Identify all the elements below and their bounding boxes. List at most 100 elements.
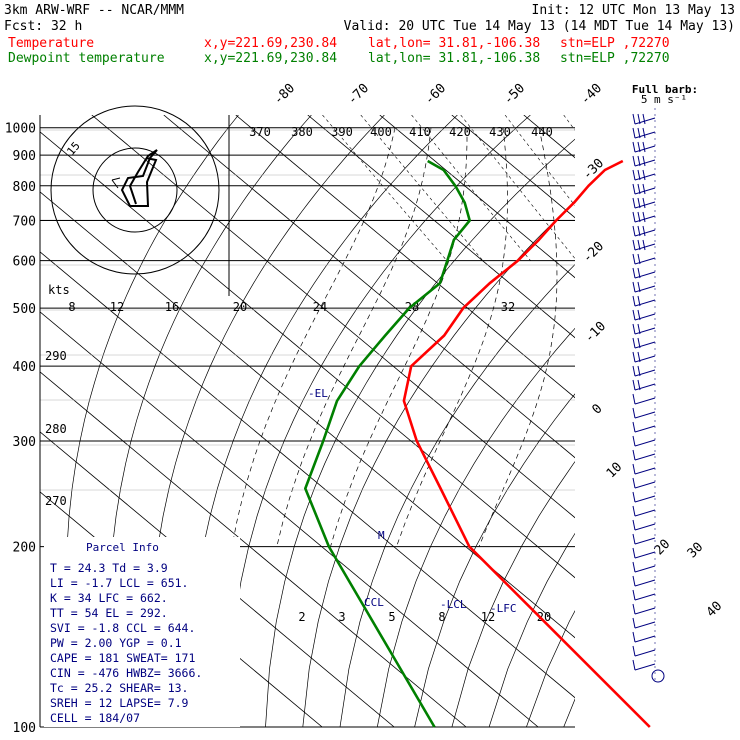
legend-temperature-xy: x,y=221.69,230.84 [204,36,337,51]
barb-flag [632,169,636,181]
dry-adiabat [563,698,575,727]
moist-adiabat [231,127,396,547]
barb-flag [637,127,641,139]
wind-barb [632,337,656,349]
parcel-info-row: SREH = 12 LAPSE= 7.9 [50,696,189,710]
isotherm-line [307,115,575,339]
pressure-tick-label: 500 [13,302,36,317]
barb-flag [632,421,636,433]
adiabat-label: 270 [45,494,67,508]
valid-time: Valid: 20 UTC Tue 14 May 13 (14 MDT Tue … [344,19,735,34]
mixing-ratio-label: 12 [481,610,495,624]
level-label-lfc: -LFC [490,602,517,615]
isotherm-line [40,431,395,727]
wind-barb [632,351,656,363]
isotherm-line [40,311,539,727]
barb-staff [634,453,656,461]
wind-barb [632,631,656,643]
isotherm-line [40,191,575,639]
barb-staff [634,579,656,587]
theta-e-label: 390 [331,125,353,139]
level-marker: -LCL [440,598,467,611]
mixing-ratio-line [460,115,575,260]
isotherm-line [668,115,740,727]
hodograph-trace [120,149,158,207]
legend-dewpoint-latlon: lat,lon= 31.81,-106.38 [368,51,540,66]
barb-staff [634,495,656,503]
wind-barb [632,547,656,559]
parcel-info-row: K = 34 LFC = 662. [50,591,168,605]
moist-adiabat [330,127,468,547]
dry-adiabat [108,115,312,727]
barb-flag [642,183,646,195]
barb-flag [642,239,646,251]
barb-flag [632,519,636,531]
pressure-tick-label: 900 [13,149,36,164]
theta-e-label: 430 [489,125,511,139]
theta-e-label: 380 [291,125,313,139]
hodograph-speed-label: 8 [68,300,75,314]
parcel-info-row: CAPE = 181 SWEAT= 171 [50,651,195,665]
barb-flag [632,603,636,615]
wind-barb [632,407,656,419]
barb-staff [634,649,656,657]
isotherm-label: -70 [345,81,372,108]
barb-staff [634,565,656,573]
wind-barb [632,365,656,377]
dry-adiabat [713,115,740,727]
barb-note-units: 5 m s⁻¹ [641,93,687,106]
forecast-hour: Fcst: 32 h [4,19,82,34]
model-title: 3km ARW-WRF -- NCAR/MMM [4,3,184,18]
barb-flag [642,113,646,125]
level-label-ccl: CCL [364,596,384,609]
barb-staff [634,145,656,153]
barb-flag [632,379,636,391]
hodograph-inner-ring [92,147,178,233]
legend-temperature-name: Temperature [8,36,94,51]
barb-staff [634,481,656,489]
barb-flag [632,491,636,503]
barb-flag [632,505,636,517]
barb-flag [632,141,636,153]
barb-flag [637,211,641,223]
barb-flag [642,141,646,153]
barb-staff [634,509,656,517]
barb-flag [637,113,641,125]
mixing-ratio-label: 8 [438,610,445,624]
barb-flag [632,295,636,307]
barb-staff [634,327,656,335]
wind-barb [632,155,656,167]
parcel-info-row: CIN = -476 HWBZ= 3666. [50,666,202,680]
wind-barb [632,309,656,321]
barb-staff [634,201,656,209]
parcel-info-row: Tc = 25.2 SHEAR= 13. [50,681,188,695]
pressure-tick-label: 400 [13,360,36,375]
barb-staff [634,425,656,433]
isotherm-line [163,115,575,459]
barb-staff [634,341,656,349]
dry-adiabat [601,115,740,727]
dry-adiabat [676,115,740,727]
barb-staff [634,271,656,279]
isotherm-label: 30 [685,540,707,562]
background-grid [40,115,740,727]
parcel-info-box [44,537,240,727]
barb-staff [634,159,656,167]
isotherm-line [596,115,740,727]
legend-dewpoint-xy: x,y=221.69,230.84 [204,51,337,66]
mixing-ratio-line [411,115,531,261]
dry-adiabat [339,263,575,727]
wind-barb [632,519,656,531]
wind-barb [632,113,656,125]
barb-flag [637,337,641,349]
wind-barb [632,169,656,181]
mixing-ratio-line [360,115,484,261]
barb-staff [634,215,656,223]
barb-staff [634,383,656,391]
barb-staff [634,369,656,377]
wind-barb [632,211,656,223]
isotherm-line [40,371,467,727]
barb-flag [632,225,636,237]
barb-flag [637,267,641,279]
barb-staff [634,663,656,671]
